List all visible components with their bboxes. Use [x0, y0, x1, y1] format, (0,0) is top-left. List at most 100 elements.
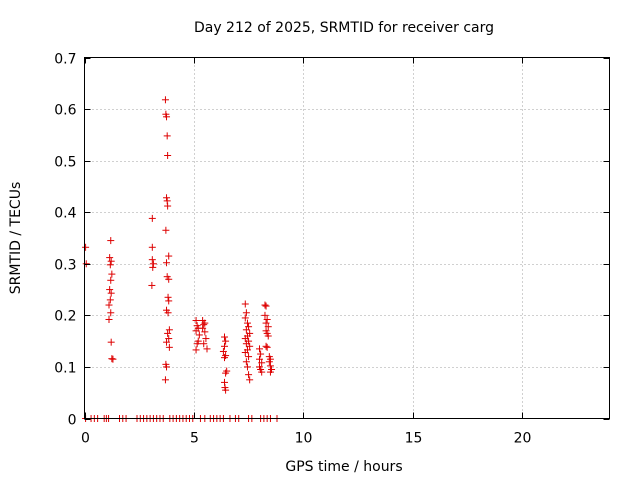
y-tick-label: 0.3	[54, 258, 76, 274]
data-point	[202, 335, 210, 343]
data-point	[264, 332, 272, 340]
x-tick-label: 5	[190, 431, 199, 447]
data-point	[161, 376, 169, 384]
data-point	[201, 319, 209, 327]
data-point	[261, 301, 269, 309]
data-point	[164, 151, 172, 159]
y-tick-label: 0.4	[54, 206, 76, 222]
data-point	[163, 363, 171, 371]
axis-ticks: 0 0.1 0.2 0.3 0.4 0.5 0.6 0.7 0 5 10 15 20	[54, 52, 610, 447]
data-point	[258, 368, 266, 376]
data-point	[148, 256, 156, 264]
y-tick-label: 0.5	[54, 155, 76, 171]
data-point	[200, 340, 208, 348]
x-tick-label: 20	[514, 431, 532, 447]
data-point	[106, 296, 114, 304]
y-tick-label: 0.7	[54, 52, 76, 68]
data-point	[245, 353, 253, 361]
data-point	[201, 328, 209, 336]
data-point	[162, 226, 170, 234]
data-point	[107, 289, 115, 297]
data-point	[105, 315, 113, 323]
data-point	[199, 324, 207, 332]
data-point	[163, 338, 171, 346]
data-point	[265, 358, 273, 366]
data-points	[82, 96, 281, 422]
data-point	[222, 386, 230, 394]
data-point	[266, 362, 274, 370]
x-tick-label: 10	[295, 431, 313, 447]
data-point	[242, 326, 250, 334]
y-axis-label: SRMTID / TECUs	[8, 182, 24, 295]
data-point	[219, 347, 227, 355]
data-point	[163, 113, 171, 121]
data-point	[149, 260, 157, 268]
data-point	[164, 293, 172, 301]
data-point	[163, 259, 171, 267]
data-point	[106, 286, 114, 294]
data-point	[246, 376, 254, 384]
data-point	[222, 369, 230, 377]
data-point	[246, 342, 254, 350]
data-point	[148, 243, 156, 251]
data-point	[258, 359, 266, 367]
y-tick-label: 0	[68, 413, 77, 429]
data-point	[107, 338, 115, 346]
data-point	[221, 354, 228, 362]
data-point	[164, 309, 172, 317]
data-point	[106, 254, 114, 262]
data-point	[165, 343, 173, 351]
data-point	[221, 333, 228, 341]
data-point	[262, 319, 270, 327]
x-tick-label: 15	[405, 431, 423, 447]
data-point	[163, 132, 171, 140]
data-point	[164, 329, 172, 337]
data-point	[222, 337, 230, 345]
data-point	[192, 327, 200, 335]
data-point	[108, 355, 116, 363]
data-point	[161, 96, 169, 104]
data-point	[163, 194, 171, 202]
data-point	[242, 309, 250, 317]
data-point	[241, 348, 249, 356]
y-tick-label: 0.6	[54, 103, 76, 119]
data-point	[263, 315, 271, 323]
data-point	[192, 317, 200, 325]
data-point	[193, 340, 201, 348]
data-point	[221, 342, 228, 350]
data-point	[148, 214, 156, 222]
data-point	[266, 368, 274, 376]
x-tick-label: 0	[81, 431, 90, 447]
data-point	[263, 343, 271, 351]
data-point	[257, 350, 265, 358]
data-point	[165, 297, 173, 305]
data-point	[164, 202, 172, 210]
data-point	[107, 276, 115, 284]
data-point	[261, 311, 269, 319]
data-point	[82, 260, 90, 268]
data-point	[243, 363, 251, 371]
data-point	[195, 331, 203, 339]
data-point	[109, 355, 117, 363]
data-point	[242, 358, 250, 366]
data-point	[107, 309, 115, 317]
data-point	[245, 371, 253, 379]
data-point	[165, 275, 173, 283]
data-point	[148, 281, 156, 289]
data-point	[107, 237, 115, 245]
grid-layer	[84, 57, 610, 419]
data-point	[105, 301, 113, 309]
y-tick-label: 0.1	[54, 361, 76, 377]
data-point	[149, 263, 157, 271]
data-point	[241, 314, 249, 322]
data-point	[165, 335, 173, 343]
data-point	[256, 345, 263, 353]
data-point	[241, 300, 249, 308]
data-point	[82, 243, 90, 251]
data-point	[264, 323, 272, 331]
y-tick-label: 0.2	[54, 309, 76, 325]
data-point	[262, 342, 270, 350]
data-point	[256, 355, 263, 363]
data-point	[165, 326, 173, 334]
